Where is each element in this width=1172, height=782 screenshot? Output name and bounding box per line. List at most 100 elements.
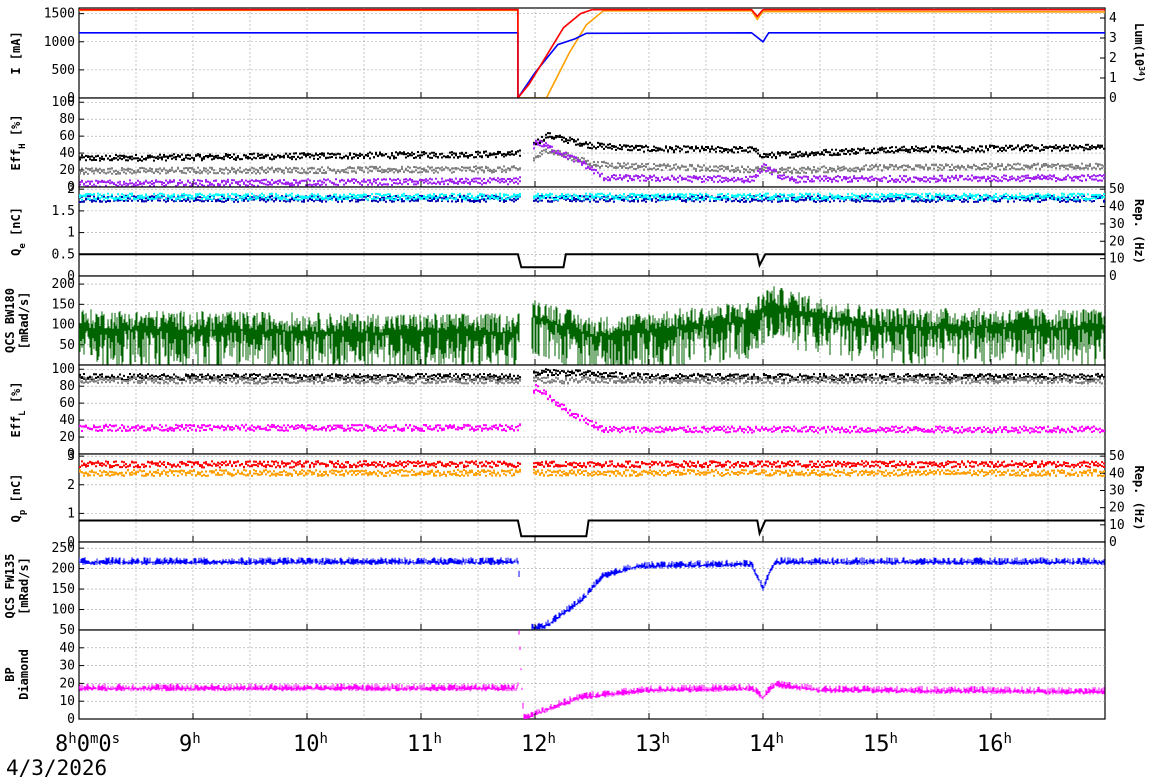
series-points-grey [79, 376, 1105, 385]
y-tick-label: 150 [52, 297, 75, 312]
series-step-black [79, 519, 1105, 538]
y-tick-label: 40 [59, 413, 75, 428]
y-tick-label: 2 [67, 182, 75, 197]
panel-qcs_bw180: 50 100 150 200 QCS BW180[mRad/s] [3, 275, 1106, 366]
series-group [79, 8, 1105, 98]
y-tick-label: 20 [59, 163, 75, 178]
time-tick-label: 15h [863, 731, 898, 757]
series-group [79, 132, 1105, 187]
time-tick-label: 8h0m0s [55, 731, 120, 757]
y-tick-label: 0 [67, 447, 75, 462]
y-tick-label: 250 [52, 541, 75, 556]
y-tick-label: 80 [59, 379, 75, 394]
time-tick-label: 12h [521, 731, 556, 757]
right-tick-label: 10 [1109, 518, 1125, 533]
y-tick-label: 10 [59, 694, 75, 709]
date-label: 4/3/2026 [6, 756, 108, 780]
right-tick-label: 2 [1109, 51, 1117, 66]
right-tick-label: 50 [1109, 182, 1125, 197]
y-tick-label: 0 [67, 712, 75, 727]
panel-eff_l: 0 20 40 60 80 100 EffL [%] [9, 362, 1106, 462]
y-tick-label: 50 [59, 623, 75, 638]
right-tick-label: 10 [1109, 252, 1125, 267]
y-tick-label: 60 [59, 129, 75, 144]
y-axis-label: EffH [%] [9, 114, 28, 170]
y-tick-label: 2 [67, 478, 75, 493]
y-tick-label: 100 [52, 603, 75, 618]
y-tick-label: 100 [52, 362, 75, 377]
panel-eff_h: 0 20 40 60 80 100 EffH [%] [9, 95, 1106, 195]
series-points-orange [79, 468, 1105, 477]
right-tick-label: 30 [1109, 217, 1125, 232]
y-tick-label: 150 [52, 582, 75, 597]
right-tick-label: 50 [1109, 449, 1125, 464]
panel-charge_p: 0 1 2 3 Qp [nC] 0 10 20 30 40 50 Rep. (Hz) [9, 449, 1146, 550]
series-area-blue [79, 557, 1105, 630]
time-tick-label: 16h [977, 731, 1012, 757]
series-group [79, 368, 1105, 434]
series-group [79, 557, 1105, 630]
y-tick-label: 40 [59, 146, 75, 161]
time-tick-label: 14h [749, 731, 784, 757]
y-tick-label: 60 [59, 396, 75, 411]
right-tick-label: 20 [1109, 501, 1125, 516]
series-points-red [79, 460, 1105, 469]
time-axis: 8h0m0s 9h 10h 11h 12h 13h 14h 15h 16h [55, 92, 1012, 757]
panel-charge_e: 0 0.5 1 1.5 2 Qe [nC] 0 10 20 30 40 50 Rep. (Hz) [9, 182, 1146, 284]
right-axis-label: Rep. (Hz) [1132, 199, 1146, 264]
y-tick-label: 500 [52, 63, 75, 78]
time-tick-label: 13h [635, 731, 670, 757]
series-points-black [79, 368, 1105, 382]
right-tick-label: 20 [1109, 234, 1125, 249]
y-tick-label: 20 [59, 676, 75, 691]
y-tick-label: 0.5 [52, 247, 75, 262]
right-tick-label: 4 [1109, 11, 1117, 26]
panel-qcs_fw135: 50 100 150 200 250 QCS FW135[mRad/s] [3, 541, 1106, 638]
y-axis-label: BPDiamond [3, 649, 31, 700]
right-tick-label: 1 [1109, 71, 1117, 86]
time-tick-label: 10h [293, 731, 328, 757]
y-axis-label: Qe [nC] [9, 207, 28, 256]
y-tick-label: 1 [67, 226, 75, 241]
y-tick-label: 1000 [44, 35, 75, 50]
panel-current: 0 500 1000 1500 I [mA] 0 1 2 3 4 Lum(1034) [9, 7, 1147, 106]
y-tick-label: 100 [52, 95, 75, 110]
y-tick-label: 40 [59, 641, 75, 656]
series-points-black [79, 132, 1105, 162]
series-points-purple [79, 139, 1105, 187]
right-tick-label: 30 [1109, 483, 1125, 498]
right-tick-label: 0 [1109, 535, 1117, 550]
y-tick-label: 100 [52, 318, 75, 333]
panel-bp_diamond: 0 10 20 30 40 BPDiamond [3, 629, 1106, 727]
y-tick-label: 30 [59, 659, 75, 674]
y-axis-label: I [mA] [9, 31, 23, 74]
series-group [79, 192, 1105, 269]
right-tick-label: 0 [1109, 91, 1117, 106]
series-points-grey [79, 148, 1105, 176]
right-tick-label: 40 [1109, 200, 1125, 215]
y-tick-label: 80 [59, 112, 75, 127]
y-tick-label: 200 [52, 562, 75, 577]
series-area-green [79, 286, 1105, 365]
time-tick-label: 9h [179, 731, 201, 757]
y-tick-label: 0 [67, 269, 75, 284]
series-line-red [79, 8, 1105, 98]
right-tick-label: 0 [1109, 269, 1117, 284]
y-tick-label: 0 [67, 180, 75, 195]
right-axis-label: Rep. (Hz) [1132, 465, 1146, 530]
series-step-black [79, 253, 1105, 269]
series-group [79, 286, 1105, 365]
series-points-cyan [79, 192, 1105, 201]
right-tick-label: 3 [1109, 31, 1117, 46]
y-axis-label: Qp [nC] [9, 474, 28, 523]
right-tick-label: 40 [1109, 466, 1125, 481]
y-axis-label: QCS FW135[mRad/s] [3, 553, 31, 618]
y-tick-label: 1500 [44, 7, 75, 22]
y-tick-label: 1.5 [52, 204, 75, 219]
y-axis-label: QCS BW180[mRad/s] [3, 288, 31, 353]
y-tick-label: 0 [67, 535, 75, 550]
y-tick-label: 0 [67, 91, 75, 106]
y-axis-label: EffL [%] [9, 381, 28, 437]
y-tick-label: 3 [67, 449, 75, 464]
